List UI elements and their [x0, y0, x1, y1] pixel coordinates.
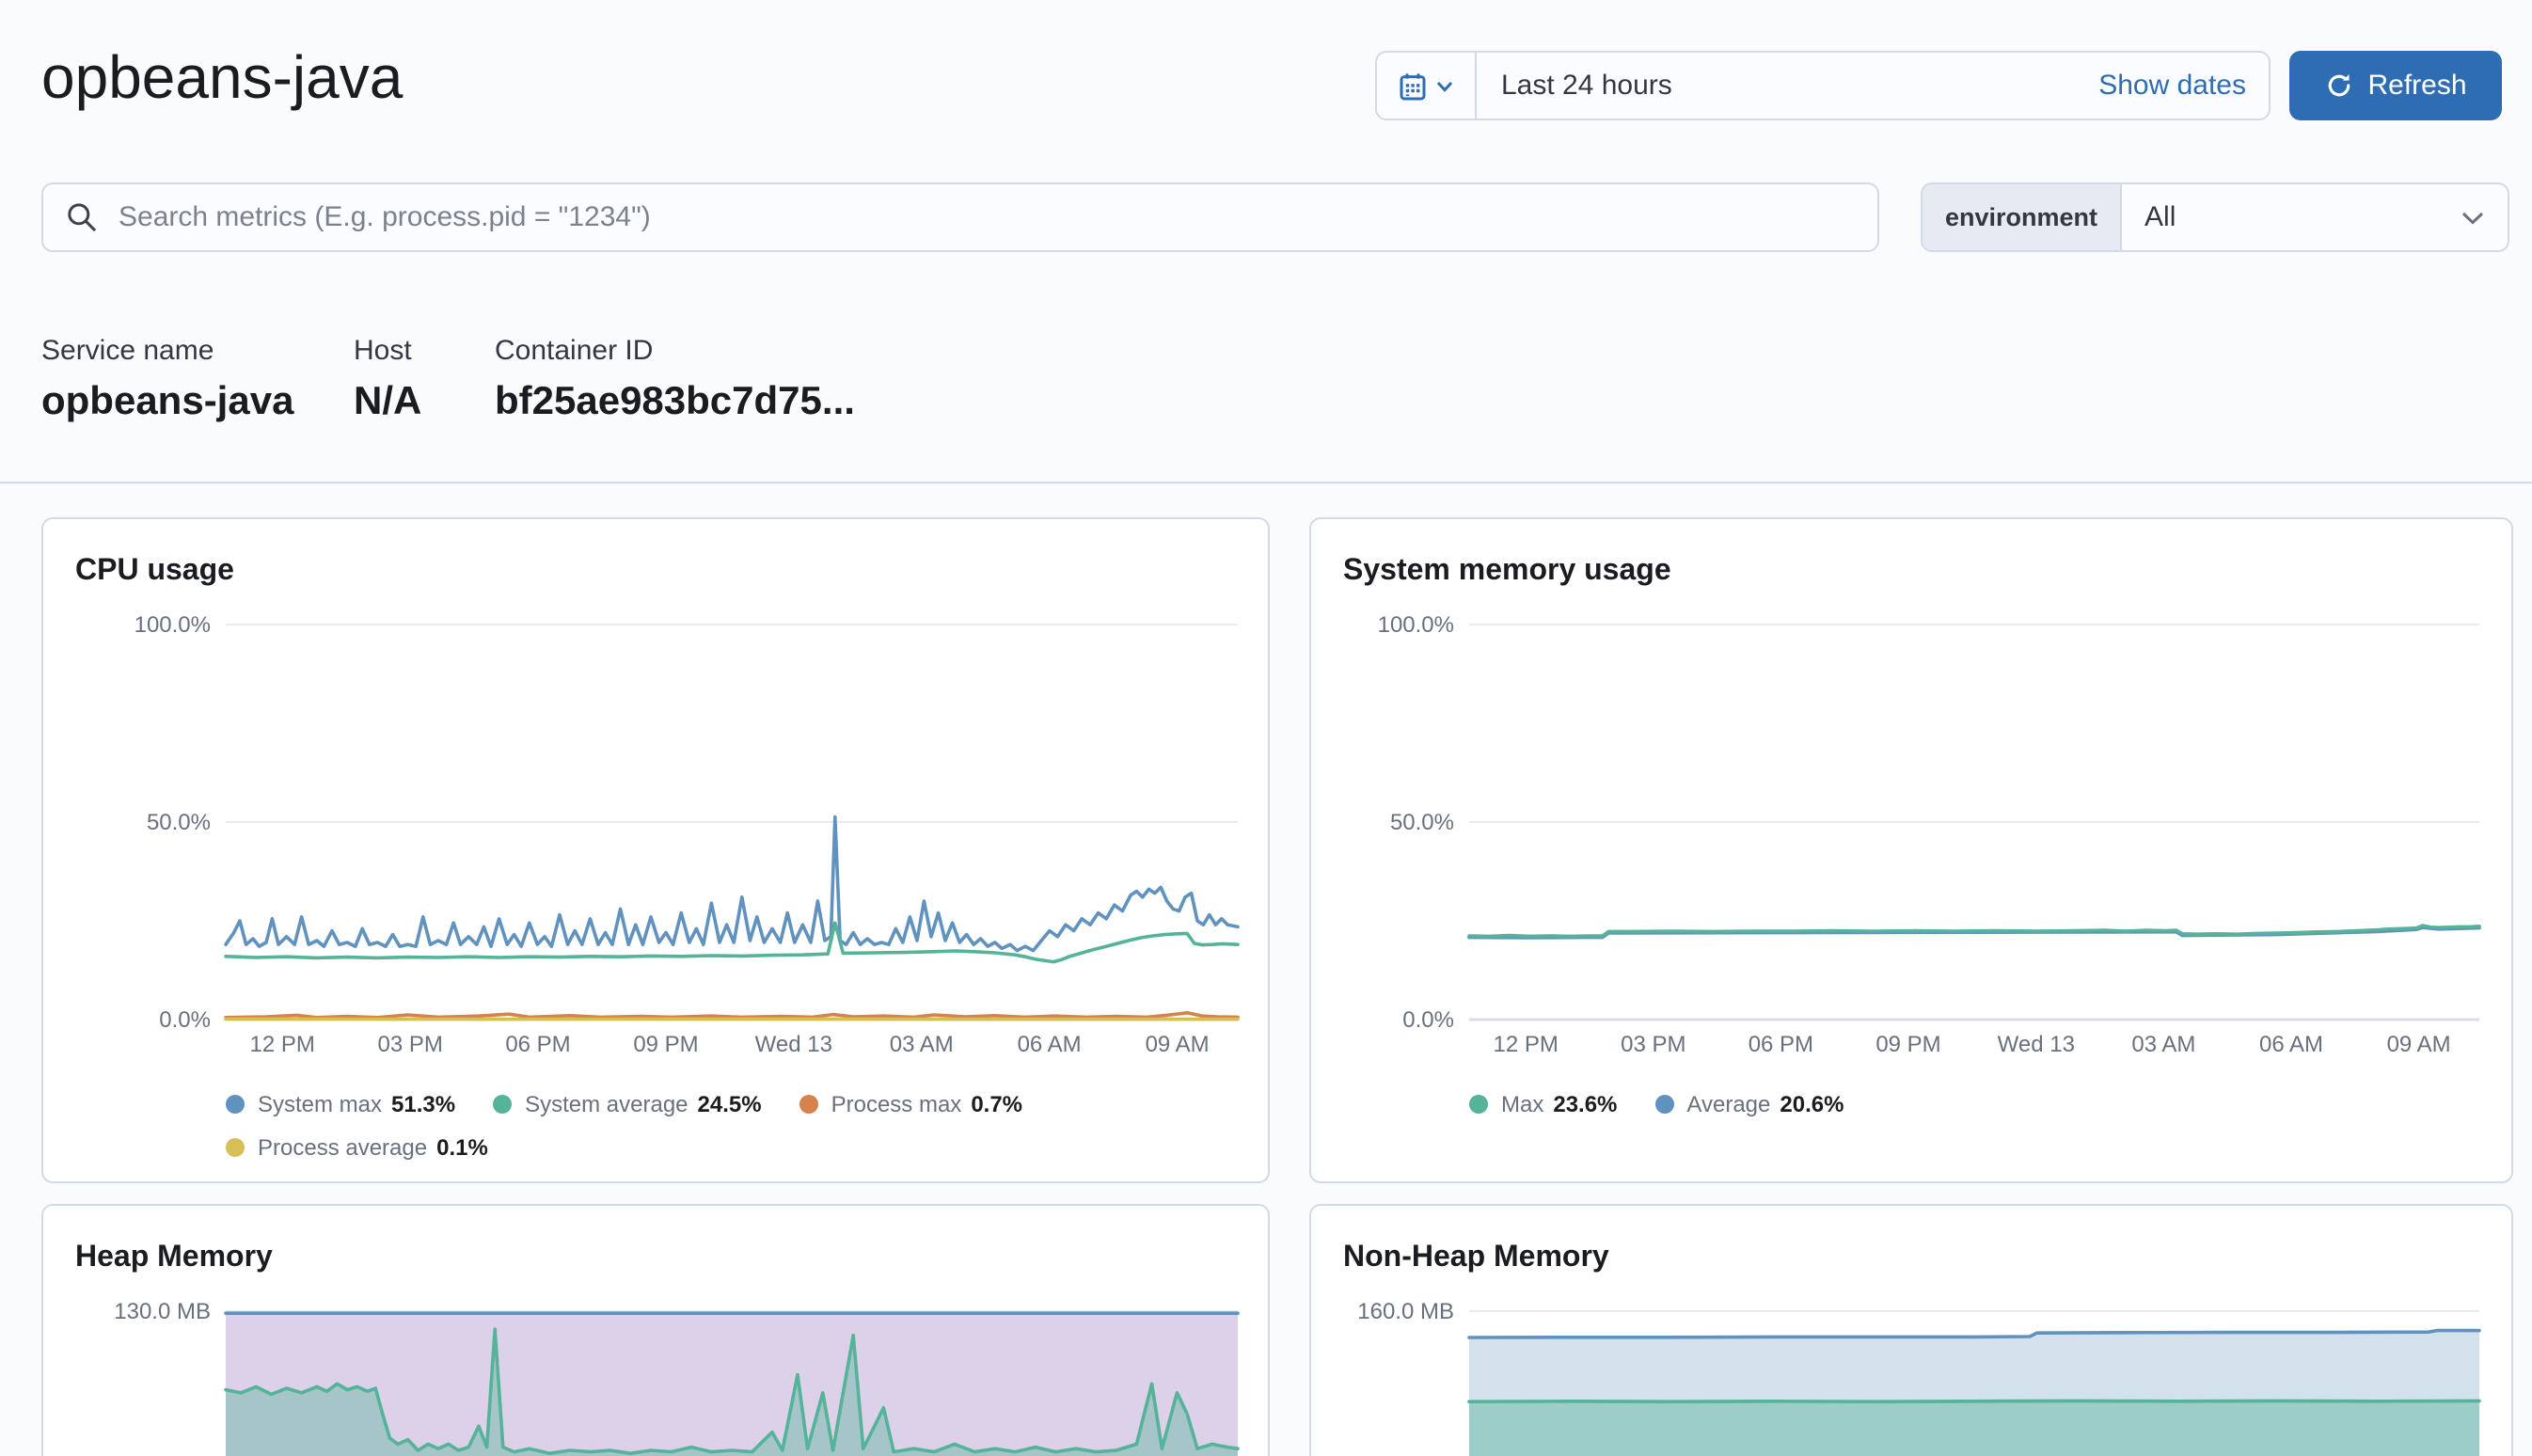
x-tick-label: 12 PM — [1494, 1031, 1559, 1057]
legend-label: System average — [525, 1091, 688, 1117]
calendar-icon — [1398, 71, 1428, 101]
y-tick-label: 100.0% — [1311, 611, 1454, 638]
date-picker: Last 24 hours Show dates — [1375, 51, 2271, 120]
refresh-icon — [2324, 71, 2352, 100]
legend-value: 23.6% — [1553, 1091, 1617, 1117]
date-quick-select-button[interactable] — [1377, 53, 1477, 119]
legend-value: 51.3% — [391, 1091, 455, 1117]
y-tick-label: 50.0% — [1311, 809, 1454, 835]
legend-label: Max — [1501, 1091, 1543, 1117]
y-tick-label: 130.0 MB — [43, 1298, 211, 1324]
stat-value: N/A — [354, 380, 421, 425]
system-memory-usage-chart-canvas[interactable] — [1311, 519, 2515, 1185]
legend-label: System max — [258, 1091, 382, 1117]
stat-service-name: Service name opbeans-java — [41, 335, 293, 425]
y-tick-label: 50.0% — [43, 809, 211, 835]
search-icon — [66, 201, 98, 233]
legend-value: 24.5% — [698, 1091, 762, 1117]
cpu-usage-chart-canvas[interactable] — [43, 519, 1272, 1185]
date-range-value[interactable]: Last 24 hours — [1477, 70, 2098, 102]
chart-title: System memory usage — [1343, 555, 1671, 589]
environment-filter: environment All — [1921, 182, 2509, 252]
refresh-label: Refresh — [2367, 70, 2466, 102]
environment-filter-label: environment — [1923, 184, 2122, 250]
legend-dot — [1654, 1095, 1673, 1114]
chart-legend: Max 23.6% Average 20.6% — [1469, 1091, 2353, 1117]
legend-value: 0.7% — [971, 1091, 1022, 1117]
legend-item[interactable]: Average 20.6% — [1654, 1091, 1844, 1117]
stat-host: Host N/A — [354, 335, 421, 425]
environment-select[interactable]: All — [2122, 184, 2508, 250]
non-heap-memory-panel: Non-Heap Memory 160.0 MB — [1309, 1204, 2513, 1456]
x-tick-label: 09 AM — [1146, 1031, 1210, 1057]
chart-title: Non-Heap Memory — [1343, 1242, 1609, 1275]
refresh-button[interactable]: Refresh — [2289, 51, 2502, 120]
legend-item[interactable]: System average 24.5% — [493, 1091, 762, 1117]
legend-dot — [226, 1095, 245, 1114]
x-tick-label: 12 PM — [250, 1031, 315, 1057]
stat-container-id: Container ID bf25ae983bc7d75... — [495, 335, 855, 425]
x-tick-label: 03 AM — [2131, 1031, 2195, 1057]
x-tick-label: 03 AM — [890, 1031, 954, 1057]
show-dates-link[interactable]: Show dates — [2098, 70, 2269, 102]
series-line-process-max — [226, 1013, 1238, 1018]
x-tick-label: 03 PM — [378, 1031, 443, 1057]
x-tick-label: 09 PM — [633, 1031, 698, 1057]
apm-service-metrics-page: opbeans-java Last 24 hours Show dates — [0, 0, 2532, 1456]
x-tick-label: 06 PM — [505, 1031, 570, 1057]
legend-item[interactable]: Process average 0.1% — [226, 1134, 488, 1161]
y-tick-label: 160.0 MB — [1311, 1298, 1454, 1324]
heap-memory-panel: Heap Memory 130.0 MB — [41, 1204, 1270, 1456]
x-tick-label: 03 PM — [1621, 1031, 1685, 1057]
page-title: opbeans-java — [41, 38, 403, 117]
y-tick-label: 100.0% — [43, 611, 211, 638]
legend-label: Process max — [831, 1091, 962, 1117]
legend-item[interactable]: Max 23.6% — [1469, 1091, 1617, 1117]
legend-value: 0.1% — [436, 1134, 488, 1161]
environment-selected-value: All — [2144, 201, 2176, 233]
chart-title: CPU usage — [75, 555, 234, 589]
system-memory-usage-panel: System memory usage Max 23.6% Average 20.6%… — [1309, 517, 2513, 1183]
chart-title: Heap Memory — [75, 1242, 273, 1275]
x-tick-label: 09 AM — [2387, 1031, 2451, 1057]
legend-value: 20.6% — [1780, 1091, 1844, 1117]
cpu-usage-panel: CPU usage System max 51.3% System average 2… — [41, 517, 1270, 1183]
horizontal-divider — [0, 482, 2532, 483]
stat-value: bf25ae983bc7d75... — [495, 380, 855, 425]
series-area-used — [1469, 1401, 2479, 1456]
x-tick-label: Wed 13 — [755, 1031, 832, 1057]
legend-dot — [799, 1095, 818, 1114]
x-tick-label: 06 PM — [1749, 1031, 1813, 1057]
stat-value: opbeans-java — [41, 380, 293, 425]
chart-legend: System max 51.3% System average 24.5% Proces… — [226, 1091, 1110, 1161]
legend-item[interactable]: Process max 0.7% — [799, 1091, 1022, 1117]
legend-dot — [226, 1138, 245, 1157]
x-tick-label: Wed 13 — [1998, 1031, 2075, 1057]
x-tick-label: 06 AM — [1018, 1031, 1082, 1057]
stat-label: Host — [354, 335, 421, 367]
stat-label: Container ID — [495, 335, 855, 367]
legend-item[interactable]: System max 51.3% — [226, 1091, 455, 1117]
series-line-system-max — [226, 817, 1238, 951]
y-tick-label: 0.0% — [43, 1006, 211, 1033]
legend-dot — [1469, 1095, 1488, 1114]
search-input[interactable] — [115, 199, 1855, 235]
chevron-down-icon — [2461, 210, 2485, 225]
x-tick-label: 09 PM — [1875, 1031, 1940, 1057]
legend-label: Average — [1686, 1091, 1770, 1117]
y-tick-label: 0.0% — [1311, 1006, 1454, 1033]
legend-dot — [493, 1095, 512, 1114]
metrics-search-box — [41, 182, 1879, 252]
x-tick-label: 06 AM — [2259, 1031, 2323, 1057]
legend-label: Process average — [258, 1134, 427, 1161]
stat-label: Service name — [41, 335, 293, 367]
chevron-down-icon — [1435, 78, 1454, 93]
